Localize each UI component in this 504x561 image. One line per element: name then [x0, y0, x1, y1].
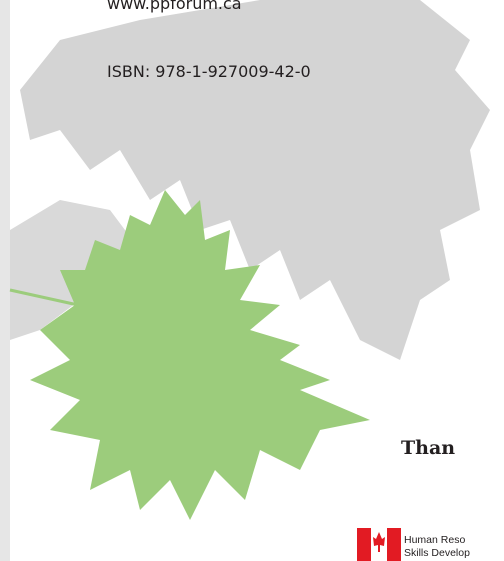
sponsor-line: Human Reso — [404, 534, 465, 546]
sponsor-line: Skills Develop — [404, 547, 470, 559]
isbn: ISBN: 978-1-927009-42-0 — [107, 62, 311, 81]
background-art — [0, 0, 504, 561]
website: www.ppforum.ca — [107, 0, 242, 13]
page: www.ppforum.ca ISBN: 978-1-927009-42-0 T… — [0, 0, 504, 561]
edge-strip — [0, 0, 10, 561]
thanks-heading: Than — [401, 437, 455, 459]
canada-flag — [357, 528, 401, 561]
